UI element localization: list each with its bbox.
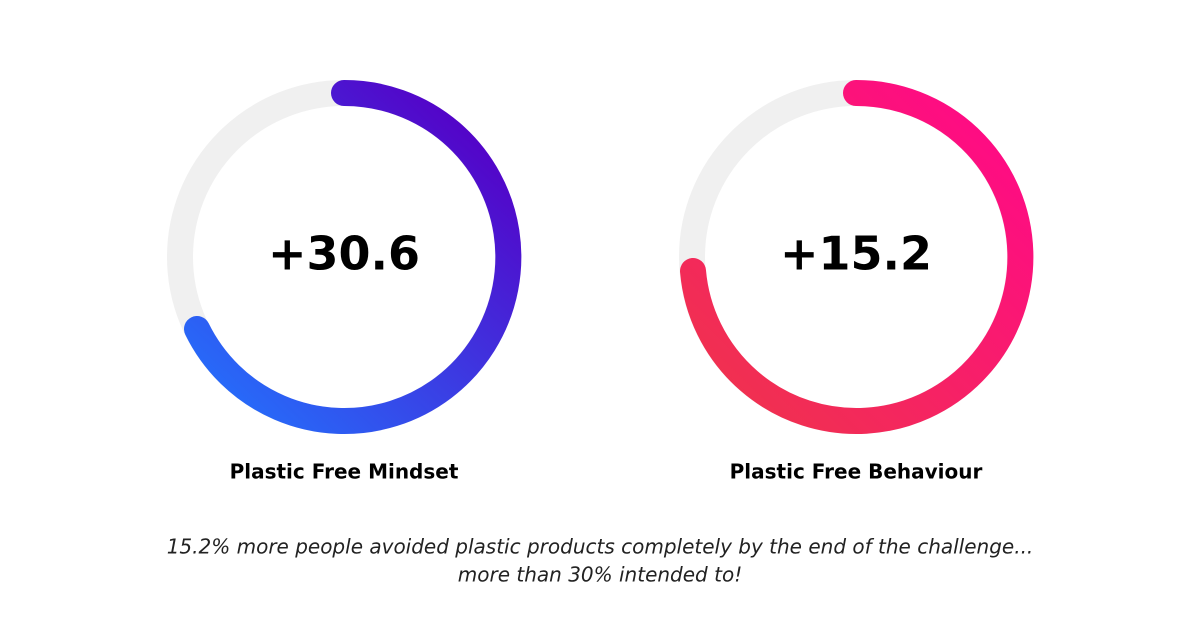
caption-line: 15.2% more people avoided plastic produc…	[167, 535, 1034, 559]
gauge-arc	[680, 79, 1034, 434]
gauge-value: +15.2	[780, 227, 932, 281]
gauge-value: +30.6	[268, 227, 420, 281]
gauge-right: +15.2 Plastic Free Behaviour	[679, 79, 1034, 484]
gauge-left: +30.6 Plastic Free Mindset	[167, 79, 522, 484]
gauge-arc	[184, 79, 522, 434]
gauge-label: Plastic Free Mindset	[230, 460, 459, 484]
gauge-label: Plastic Free Behaviour	[730, 460, 983, 484]
caption-line: more than 30% intended to!	[458, 563, 742, 587]
